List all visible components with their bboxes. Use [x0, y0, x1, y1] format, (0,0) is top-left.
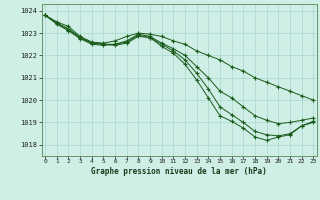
- X-axis label: Graphe pression niveau de la mer (hPa): Graphe pression niveau de la mer (hPa): [91, 167, 267, 176]
